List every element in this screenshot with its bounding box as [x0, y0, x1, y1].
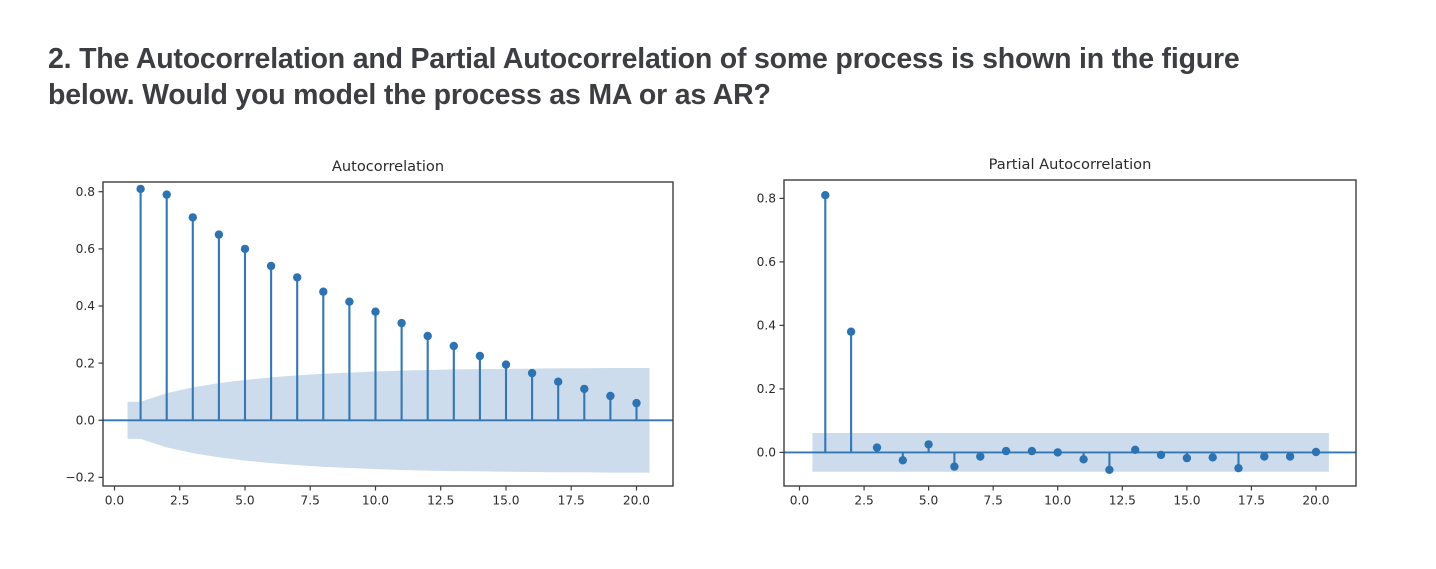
stem-marker — [371, 307, 380, 316]
stem-marker — [501, 360, 511, 369]
x-tick-label: 12.5 — [1109, 494, 1136, 508]
question-line-2: below. Would you model the process as MA… — [48, 78, 771, 111]
stem-marker — [1001, 446, 1011, 456]
y-tick-label: 0.8 — [757, 192, 776, 206]
stem-marker — [475, 351, 485, 361]
y-tick-label: 0.2 — [76, 356, 95, 370]
acf-pacf-figure: 0.0 2.5 5.0 7.5 10.0 12.5 15.0 17.5 20.0 0.8 0.6 0.… — [0, 150, 1436, 540]
stem-marker — [423, 331, 432, 341]
stem-marker — [1311, 447, 1321, 457]
stem-marker — [136, 184, 145, 194]
pacf-chart: 0.0 2.5 5.0 7.5 10.0 12.5 15.0 17.5 20.0 0.8 0.6 0.… — [757, 156, 1357, 508]
stem-marker — [162, 190, 171, 199]
x-tick-label: 17.5 — [1238, 494, 1265, 508]
stem-marker — [1208, 453, 1217, 462]
x-tick-label: 5.0 — [235, 494, 254, 508]
stem-marker — [240, 244, 250, 254]
stem-marker — [449, 341, 458, 351]
question-line-1: 2. The Autocorrelation and Partial Autoc… — [48, 43, 1240, 75]
y-tick-label: 0.0 — [757, 446, 776, 460]
stem-marker — [632, 398, 641, 408]
x-tick-label: 0.0 — [790, 494, 809, 508]
stem-marker — [1234, 464, 1243, 473]
x-tick-label: 12.5 — [427, 494, 454, 508]
stem-marker — [214, 230, 224, 239]
y-tick-label: 0.6 — [757, 255, 776, 269]
y-tick-label: 0.4 — [757, 319, 777, 333]
stem-marker — [580, 384, 589, 394]
x-tick-label: 2.5 — [854, 494, 873, 508]
x-tick-label: 20.0 — [623, 494, 650, 508]
stem-marker — [527, 368, 537, 378]
chart-title: Autocorrelation — [332, 158, 444, 175]
chart-title: Partial Autocorrelation — [989, 156, 1152, 173]
stem-marker — [872, 443, 882, 452]
plot-frame — [783, 179, 1357, 487]
stem-marker — [293, 273, 302, 282]
y-tick-label: 0.6 — [76, 242, 95, 256]
x-tick-label: 7.5 — [301, 494, 320, 508]
stem-marker — [976, 452, 985, 461]
stem-marker — [1260, 452, 1269, 461]
stem-marker — [924, 440, 933, 449]
stem-marker — [554, 377, 563, 386]
stem-marker — [1053, 448, 1062, 457]
x-tick-label: 15.0 — [1173, 494, 1200, 508]
stem-marker — [1079, 455, 1088, 464]
stem-marker — [898, 456, 907, 465]
stem-marker — [950, 462, 959, 471]
stem-marker — [1131, 445, 1140, 454]
y-tick-label: 0.4 — [76, 299, 96, 313]
x-tick-label: 17.5 — [558, 494, 585, 508]
stem-marker — [188, 213, 197, 222]
plot-frame — [102, 181, 674, 487]
stem-marker — [397, 318, 406, 328]
stem-marker — [1182, 453, 1192, 463]
y-tick-label: 0.8 — [76, 185, 95, 199]
stem-marker — [266, 261, 276, 271]
stem-marker — [319, 287, 328, 296]
y-tick-label: 0.0 — [76, 414, 95, 428]
stem-marker — [1105, 465, 1114, 474]
stem-marker — [846, 327, 856, 336]
x-tick-label: 10.0 — [362, 494, 389, 508]
x-tick-label: 20.0 — [1302, 494, 1329, 508]
acf-chart: 0.0 2.5 5.0 7.5 10.0 12.5 15.0 17.5 20.0 0.8 0.6 0.… — [65, 158, 674, 508]
stem-marker — [1285, 452, 1295, 461]
stem-marker — [821, 191, 830, 200]
x-tick-label: 7.5 — [984, 494, 1003, 508]
y-tick-label: 0.2 — [757, 382, 776, 396]
x-tick-label: 10.0 — [1044, 494, 1071, 508]
stem-marker — [1156, 450, 1166, 460]
y-tick-label: −0.2 — [65, 471, 95, 485]
stem-marker — [606, 391, 615, 401]
x-tick-label: 5.0 — [919, 494, 938, 508]
x-tick-label: 15.0 — [492, 494, 519, 508]
question-heading: 2. The Autocorrelation and Partial Autoc… — [48, 42, 1408, 113]
stem-marker — [1027, 446, 1037, 456]
x-tick-label: 2.5 — [170, 494, 189, 508]
stem-marker — [345, 297, 354, 306]
x-tick-label: 0.0 — [105, 494, 124, 508]
